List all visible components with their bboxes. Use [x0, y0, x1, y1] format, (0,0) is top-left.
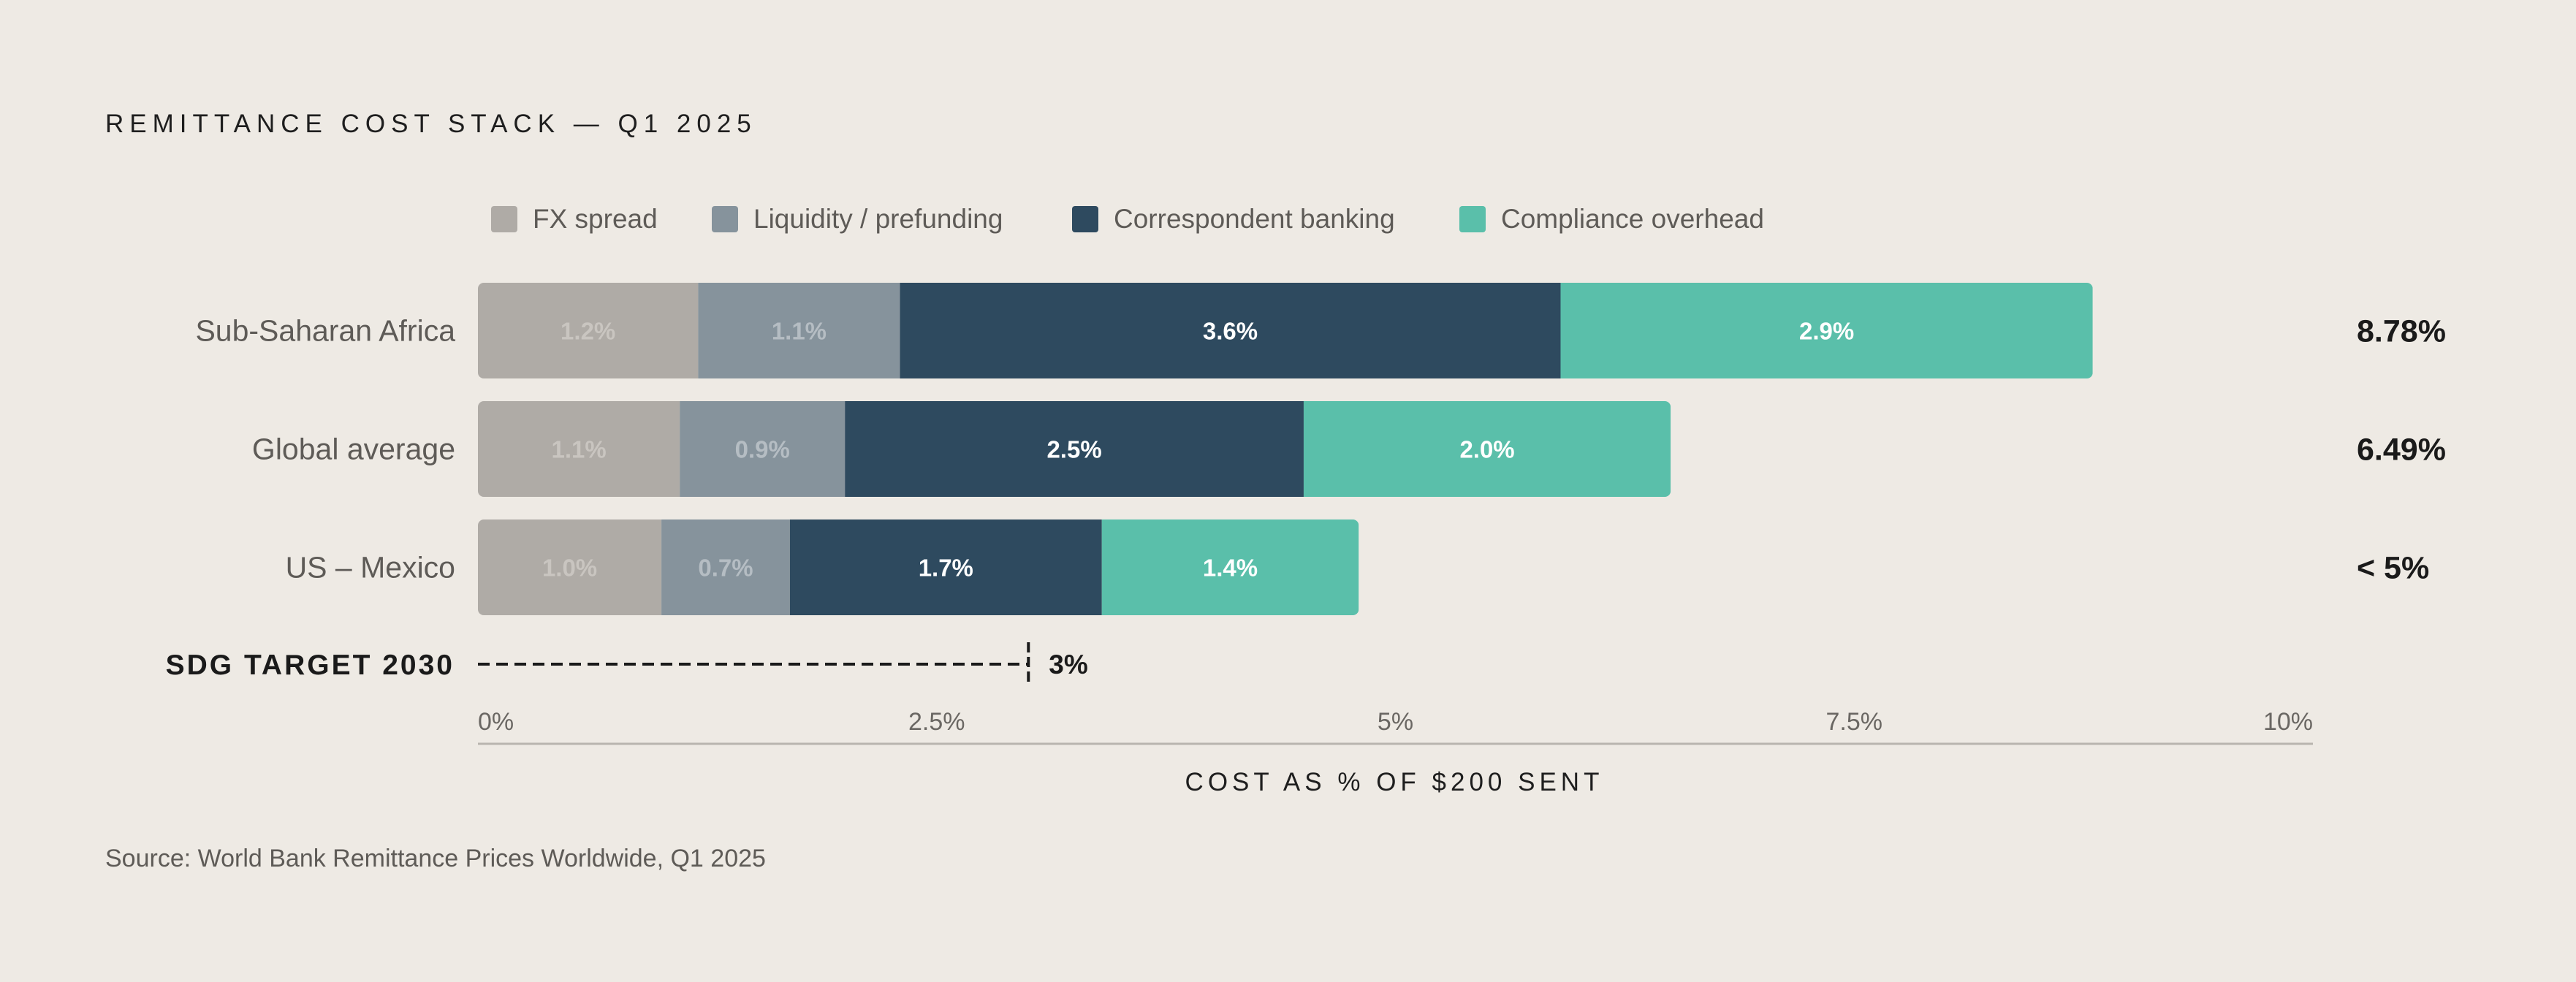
- x-tick-label: 5%: [1378, 708, 1413, 736]
- bar-row-global-average: Global average 1.1% 0.9% 2.5% 2.0%: [252, 401, 1671, 497]
- bar-segment: [478, 519, 662, 615]
- bars-area: Sub-Saharan Africa 1.2% 1.1% 3.6% 2.9% Global…: [195, 283, 2093, 615]
- bar-segment: [698, 283, 900, 378]
- segment-value-label: 1.7%: [919, 555, 973, 582]
- bar-segments: [478, 283, 2093, 378]
- bar-segment: [900, 283, 1561, 378]
- segment-value-label: 1.1%: [772, 318, 827, 345]
- bar-segment: [680, 401, 846, 497]
- x-axis: 0% 2.5% 5% 7.5% 10%: [478, 708, 2313, 745]
- row-totals: 8.78% 6.49% < 5%: [2357, 314, 2446, 586]
- row-total-label: 6.49%: [2357, 433, 2446, 468]
- category-label: Global average: [252, 433, 455, 466]
- chart-legend: FX spread Liquidity / prefunding Correspon…: [491, 204, 1764, 234]
- legend-item-liquidity-prefunding-label: Liquidity / prefunding: [753, 204, 1003, 234]
- segment-value-label: 1.4%: [1203, 555, 1258, 582]
- legend-item-correspondent-banking-label: Correspondent banking: [1114, 204, 1395, 234]
- segment-value-label: 0.7%: [698, 555, 753, 582]
- x-tick-label: 10%: [2263, 708, 2313, 736]
- bar-segment: [789, 519, 1102, 615]
- bar-segment: [1560, 283, 2093, 378]
- x-tick-label: 7.5%: [1826, 708, 1883, 736]
- legend-item-compliance-overhead-swatch: [1459, 206, 1486, 232]
- legend-item-compliance-overhead: Compliance overhead: [1459, 204, 1764, 234]
- source-note: Source: World Bank Remittance Prices Wor…: [105, 845, 766, 872]
- legend-item-fx-spread-label: FX spread: [533, 204, 658, 234]
- target-value-label: 3%: [1049, 650, 1087, 680]
- bar-row-sub-saharan-africa: Sub-Saharan Africa 1.2% 1.1% 3.6% 2.9%: [195, 283, 2093, 378]
- bar-segment: [661, 519, 790, 615]
- legend-item-fx-spread-swatch: [491, 206, 517, 232]
- target-label: SDG TARGET 2030: [166, 650, 455, 681]
- segment-value-label: 1.2%: [561, 318, 615, 345]
- bar-row-us-mexico: US – Mexico 1.0% 0.7% 1.7% 1.4%: [286, 519, 1359, 615]
- segment-value-label: 2.9%: [1799, 318, 1854, 345]
- segment-value-label: 2.5%: [1046, 436, 1101, 463]
- bar-segment: [845, 401, 1304, 497]
- chart-title: REMITTANCE COST STACK — Q1 2025: [105, 110, 757, 138]
- segment-value-label: 1.1%: [551, 436, 606, 463]
- legend-item-fx-spread: FX spread: [491, 204, 658, 234]
- segment-value-label: 1.0%: [542, 555, 597, 582]
- legend-item-correspondent-banking-swatch: [1072, 206, 1098, 232]
- x-axis-label: COST AS % OF $200 SENT: [1185, 768, 1604, 796]
- segment-value-label: 2.0%: [1459, 436, 1514, 463]
- x-tick-label: 2.5%: [908, 708, 965, 736]
- bar-segment: [1101, 519, 1359, 615]
- bar-segments: [478, 519, 1359, 615]
- legend-item-liquidity-prefunding-swatch: [712, 206, 738, 232]
- bar-segment: [1303, 401, 1671, 497]
- category-label: US – Mexico: [286, 551, 455, 585]
- segment-value-label: 0.9%: [735, 436, 790, 463]
- segment-value-label: 3.6%: [1203, 318, 1258, 345]
- legend-item-liquidity-prefunding: Liquidity / prefunding: [712, 204, 1003, 234]
- bar-segment: [478, 401, 680, 497]
- row-total-label: < 5%: [2357, 551, 2429, 586]
- x-tick-label: 0%: [478, 708, 514, 736]
- sdg-target: SDG TARGET 2030 3%: [166, 642, 1088, 686]
- row-total-label: 8.78%: [2357, 314, 2446, 349]
- category-label: Sub-Saharan Africa: [195, 314, 455, 348]
- bar-segment: [478, 283, 699, 378]
- legend-item-compliance-overhead-label: Compliance overhead: [1501, 204, 1764, 234]
- bar-segments: [478, 401, 1671, 497]
- legend-item-correspondent-banking: Correspondent banking: [1072, 204, 1395, 234]
